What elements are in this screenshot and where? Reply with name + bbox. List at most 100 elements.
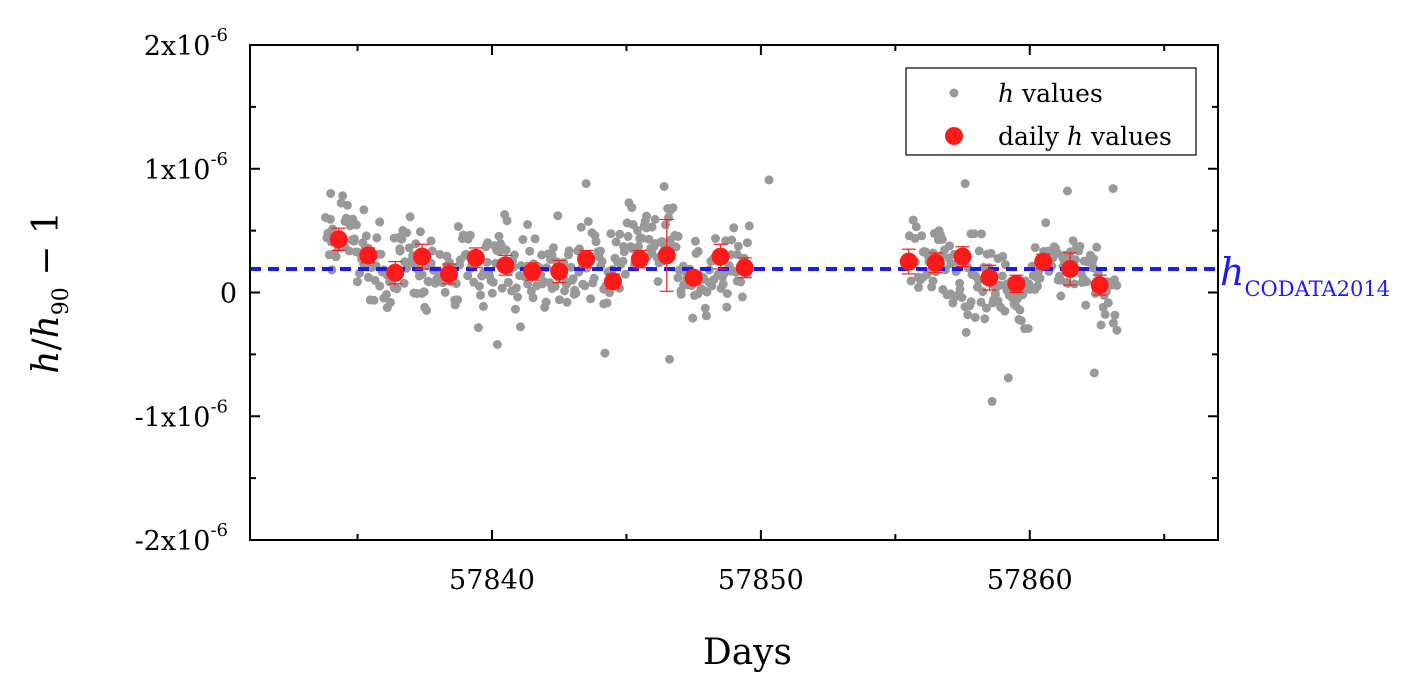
h-value-point	[478, 301, 488, 311]
h-value-point	[361, 231, 371, 241]
h-value-point	[970, 313, 980, 322]
h-value-point	[1030, 243, 1040, 253]
h-value-point	[338, 191, 348, 201]
daily-point	[1061, 259, 1080, 278]
h-value-point	[955, 284, 965, 294]
daily-point	[953, 247, 972, 266]
h-value-point	[518, 235, 528, 244]
h-value-point	[711, 234, 720, 243]
h-value-point	[350, 234, 359, 244]
h-value-point	[415, 227, 425, 237]
h-value-point	[497, 283, 507, 293]
h-value-point	[1093, 269, 1103, 279]
h-value-point	[611, 237, 621, 247]
h-value-point	[977, 229, 986, 239]
h-value-point	[998, 251, 1008, 261]
daily-point	[550, 262, 569, 281]
h-value-point	[722, 302, 732, 312]
axis-layer: 57840 57850 578602x10-61x10-60-1x10-6-2x10…	[26, 25, 1390, 673]
h-value-point	[619, 247, 629, 257]
h-value-point	[494, 231, 504, 241]
h-value-point	[1100, 309, 1110, 319]
h-value-point	[1003, 373, 1013, 383]
y-tick-label-exponent: -6	[210, 149, 228, 170]
h-value-point	[980, 314, 990, 324]
daily-point	[604, 272, 622, 291]
h-value-point	[676, 289, 686, 299]
h-value-point	[627, 203, 637, 213]
h-value-point	[668, 203, 678, 213]
h-value-point	[733, 241, 743, 251]
h-value-point	[564, 246, 574, 256]
h-value-point	[453, 222, 463, 231]
h-value-point	[395, 246, 405, 256]
h-value-point	[525, 246, 535, 256]
daily-point	[523, 262, 542, 281]
h-value-point	[1112, 280, 1122, 290]
h-value-point	[688, 313, 698, 323]
h-value-point	[1041, 218, 1051, 228]
h-value-point	[700, 303, 710, 313]
h-value-point	[1089, 368, 1099, 378]
h-value-point	[571, 288, 581, 298]
h-value-point	[589, 273, 599, 283]
h-value-point	[435, 249, 445, 259]
h-value-point	[615, 229, 625, 239]
codata2014-label: hCODATA2014	[1220, 250, 1390, 301]
h-value-point	[344, 246, 354, 256]
h-value-point	[642, 211, 651, 221]
h-value-point	[605, 288, 614, 298]
h-value-point	[917, 231, 927, 241]
legend-label-text: values	[1014, 79, 1103, 108]
daily-point	[577, 250, 596, 269]
y-tick-label: 0	[220, 279, 237, 310]
daily-point	[711, 247, 730, 266]
h-value-point	[376, 249, 386, 259]
h-value-point	[1108, 318, 1118, 328]
h-value-point	[620, 269, 630, 279]
h-value-point	[945, 241, 954, 251]
daily-point	[359, 246, 378, 265]
y-tick-label-exponent: -6	[210, 520, 228, 541]
h-value-point	[541, 297, 551, 307]
h-value-point	[727, 235, 737, 245]
h-value-point	[961, 327, 971, 337]
h-value-point	[482, 257, 492, 267]
h-value-point	[369, 295, 379, 305]
h-value-point	[928, 276, 938, 286]
h-value-point	[987, 396, 997, 406]
h-value-point	[737, 292, 747, 302]
daily-point	[657, 246, 676, 265]
h-value-point	[976, 297, 986, 307]
h-value-point	[1112, 325, 1122, 335]
y-tick-label-base: 1x10	[144, 155, 211, 186]
h-value-point	[586, 294, 596, 304]
h-value-point	[325, 214, 335, 224]
h-value-point	[690, 236, 700, 246]
y-axis-title-h90: h	[26, 315, 67, 338]
h-value-point	[363, 272, 373, 282]
h-value-point	[510, 250, 519, 260]
h-value-point	[644, 234, 654, 244]
h-value-point	[549, 243, 558, 253]
h-value-point	[426, 236, 436, 246]
daily-point	[926, 253, 945, 272]
h-value-point	[673, 231, 683, 241]
legend-daily-marker	[945, 127, 963, 145]
h-value-point	[1062, 186, 1072, 196]
h-value-point	[966, 297, 976, 307]
h-value-point	[502, 216, 512, 226]
y-axis-title-subscript: 90	[49, 287, 74, 315]
h-value-point	[474, 281, 484, 291]
plot-layer	[250, 175, 1216, 406]
y-tick-label: 2x10-6	[144, 25, 228, 62]
h-value-point	[351, 220, 361, 230]
h-value-point	[1000, 306, 1010, 316]
codata2014-label-main: h	[1220, 250, 1244, 294]
h-value-point	[342, 200, 352, 210]
h-value-point	[331, 252, 341, 262]
h-value-point	[618, 256, 628, 266]
h-value-point	[404, 243, 414, 253]
h-value-point	[1056, 291, 1066, 301]
h-value-point	[963, 310, 973, 320]
